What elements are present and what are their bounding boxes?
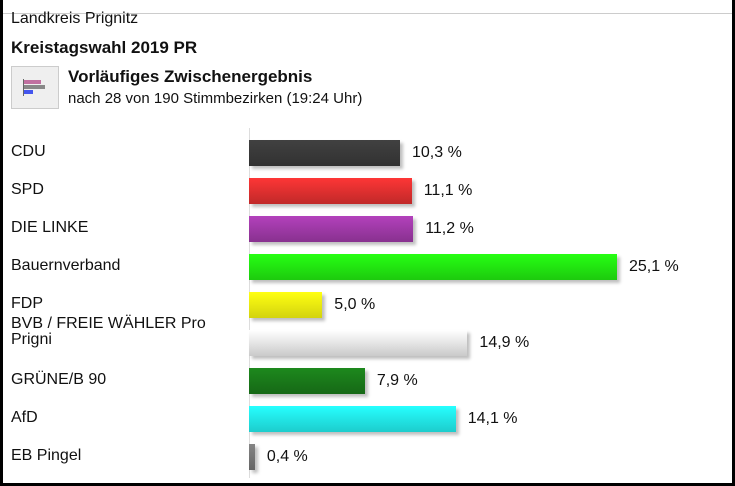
bar[interactable] [249, 444, 255, 470]
bar[interactable] [249, 368, 365, 394]
value-label: 11,2 % [425, 220, 474, 237]
bar-chart-icon[interactable] [11, 66, 59, 109]
progress-note: nach 28 von 190 Stimmbezirken (19:24 Uhr… [68, 90, 363, 107]
results-window: Landkreis Prignitz Kreistagswahl 2019 PR… [3, 0, 732, 483]
bar[interactable] [249, 330, 468, 356]
value-label: 14,9 % [479, 334, 530, 351]
value-label: 11,1 % [423, 182, 473, 199]
page-title: Kreistagswahl 2019 PR [11, 38, 198, 57]
value-label: 10,3 % [411, 144, 462, 161]
party-label: CDU [11, 143, 46, 160]
bar[interactable] [249, 216, 414, 242]
value-label: 14,1 % [467, 410, 518, 427]
value-label: 0,4 % [266, 448, 308, 465]
bar[interactable] [249, 178, 412, 204]
value-label: 5,0 % [334, 296, 376, 313]
party-label: SPD [11, 181, 44, 198]
bar[interactable] [249, 406, 456, 432]
bar[interactable] [249, 292, 323, 318]
party-label: Bauernverband [11, 257, 121, 274]
party-label: BVB / FREIE WÄHLER Pro Prigni [11, 315, 206, 348]
party-label: FDP [11, 295, 43, 312]
party-label: EB Pingel [11, 447, 82, 464]
party-label: DIE LINKE [11, 219, 89, 236]
value-label: 25,1 % [628, 258, 679, 275]
bar[interactable] [249, 254, 617, 280]
value-label: 7,9 % [376, 372, 418, 389]
result-status: Vorläufiges Zwischenergebnis [68, 67, 313, 86]
bar[interactable] [249, 140, 400, 166]
party-label: AfD [11, 409, 38, 426]
party-label: GRÜNE/B 90 [11, 371, 107, 388]
region-label: Landkreis Prignitz [11, 10, 139, 27]
divider [3, 13, 732, 14]
